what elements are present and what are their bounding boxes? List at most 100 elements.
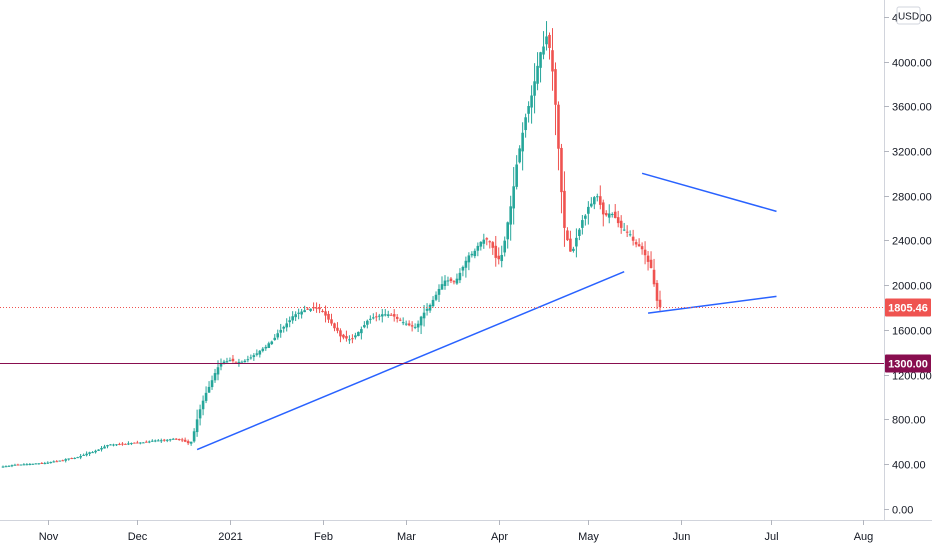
candle-body bbox=[461, 266, 465, 271]
candle bbox=[100, 446, 103, 452]
candle bbox=[16, 463, 20, 466]
candle bbox=[303, 305, 306, 313]
candle-body bbox=[610, 214, 614, 216]
candle bbox=[485, 237, 489, 246]
candle bbox=[13, 463, 17, 466]
candle bbox=[165, 439, 169, 443]
candle bbox=[28, 463, 32, 466]
candle bbox=[422, 305, 426, 327]
candle-body bbox=[159, 440, 163, 442]
candle bbox=[186, 439, 190, 446]
candle-body bbox=[333, 323, 336, 329]
candle-body bbox=[655, 282, 659, 301]
candle-body bbox=[1, 466, 5, 468]
candle bbox=[652, 258, 656, 287]
candle bbox=[593, 195, 596, 210]
candle bbox=[136, 440, 139, 444]
currency-label: USD bbox=[898, 12, 919, 23]
candle bbox=[360, 326, 363, 340]
candle-body bbox=[419, 316, 423, 326]
price-levels bbox=[0, 307, 884, 364]
candle bbox=[142, 442, 145, 444]
candle bbox=[207, 381, 211, 393]
candle-body bbox=[383, 314, 387, 316]
y-tick-label: 4000.00 bbox=[892, 58, 932, 70]
candle-body bbox=[148, 441, 151, 443]
candle-body bbox=[584, 215, 587, 219]
candle bbox=[622, 222, 626, 232]
candle-body bbox=[578, 229, 581, 236]
candle bbox=[590, 197, 593, 208]
candle bbox=[401, 317, 405, 326]
candle-body bbox=[285, 323, 289, 328]
candle bbox=[85, 451, 88, 457]
candle-body bbox=[64, 459, 68, 461]
time-axis[interactable]: Nov Dec 2021 Feb Mar Apr May Jun Jul Aug bbox=[0, 520, 932, 543]
candle-body bbox=[622, 229, 626, 231]
candle-body bbox=[643, 249, 647, 256]
candle-body bbox=[336, 327, 339, 331]
candle-body bbox=[640, 246, 644, 250]
candle bbox=[369, 315, 372, 324]
candle bbox=[524, 113, 527, 138]
candle bbox=[70, 457, 73, 460]
candle bbox=[124, 443, 127, 445]
candle bbox=[115, 444, 118, 447]
candle-body bbox=[255, 353, 259, 355]
candle-body bbox=[156, 440, 160, 442]
candle bbox=[168, 438, 172, 442]
candle-body bbox=[503, 240, 507, 253]
candle bbox=[374, 312, 378, 322]
candle bbox=[619, 215, 623, 234]
candle bbox=[19, 464, 23, 466]
candle bbox=[297, 308, 300, 320]
y-tick-label: 2800.00 bbox=[892, 192, 932, 204]
candle bbox=[58, 460, 62, 462]
candle-body bbox=[524, 117, 527, 131]
candle-body bbox=[434, 294, 438, 300]
candle-body bbox=[634, 242, 638, 245]
currency-button[interactable]: USD bbox=[896, 6, 921, 25]
candle-body bbox=[401, 322, 405, 324]
candle-body bbox=[165, 439, 169, 441]
candle bbox=[130, 442, 133, 446]
candle-body bbox=[34, 463, 38, 465]
price-axis[interactable]: 0.00 400.00 800.00 1200.00 1600.00 2000.00 240… bbox=[884, 0, 932, 520]
candle bbox=[82, 453, 85, 456]
candle-body bbox=[440, 284, 444, 290]
candle bbox=[455, 273, 459, 285]
candle-body bbox=[249, 357, 253, 359]
candle bbox=[336, 322, 339, 334]
candle bbox=[4, 465, 8, 468]
candle bbox=[533, 63, 536, 114]
candle-body bbox=[213, 373, 217, 381]
candle bbox=[49, 461, 53, 464]
candle bbox=[637, 238, 641, 247]
candle bbox=[407, 320, 411, 327]
candle bbox=[655, 280, 659, 310]
candle bbox=[288, 316, 291, 328]
candle-body bbox=[312, 307, 315, 309]
candle bbox=[76, 456, 79, 459]
candle bbox=[52, 460, 56, 463]
candle bbox=[261, 347, 265, 353]
candle bbox=[488, 240, 492, 249]
candle bbox=[174, 438, 178, 440]
candle bbox=[180, 437, 184, 443]
candle bbox=[491, 240, 495, 255]
candle bbox=[285, 318, 289, 332]
candle-body bbox=[52, 461, 56, 463]
candle bbox=[542, 31, 545, 60]
candle-body bbox=[210, 380, 214, 388]
candle bbox=[521, 122, 524, 171]
candle-body bbox=[598, 196, 602, 205]
candle bbox=[497, 247, 501, 265]
candle-body bbox=[581, 220, 584, 228]
candle-body bbox=[261, 348, 265, 351]
candle-body bbox=[216, 367, 220, 375]
candle-body bbox=[377, 315, 381, 317]
candle-body bbox=[557, 104, 560, 149]
candle-body bbox=[195, 419, 199, 433]
candle-body bbox=[410, 325, 414, 327]
candle bbox=[625, 225, 629, 238]
